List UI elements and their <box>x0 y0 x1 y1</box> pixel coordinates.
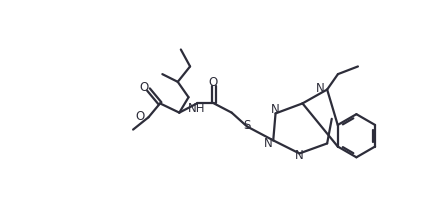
Text: N: N <box>264 137 273 150</box>
Text: O: O <box>139 81 149 94</box>
Text: N: N <box>295 149 304 162</box>
Text: S: S <box>243 119 251 132</box>
Text: N: N <box>271 103 280 116</box>
Text: N: N <box>316 82 325 95</box>
Text: O: O <box>209 76 218 89</box>
Text: NH: NH <box>188 102 206 115</box>
Text: O: O <box>136 110 145 123</box>
